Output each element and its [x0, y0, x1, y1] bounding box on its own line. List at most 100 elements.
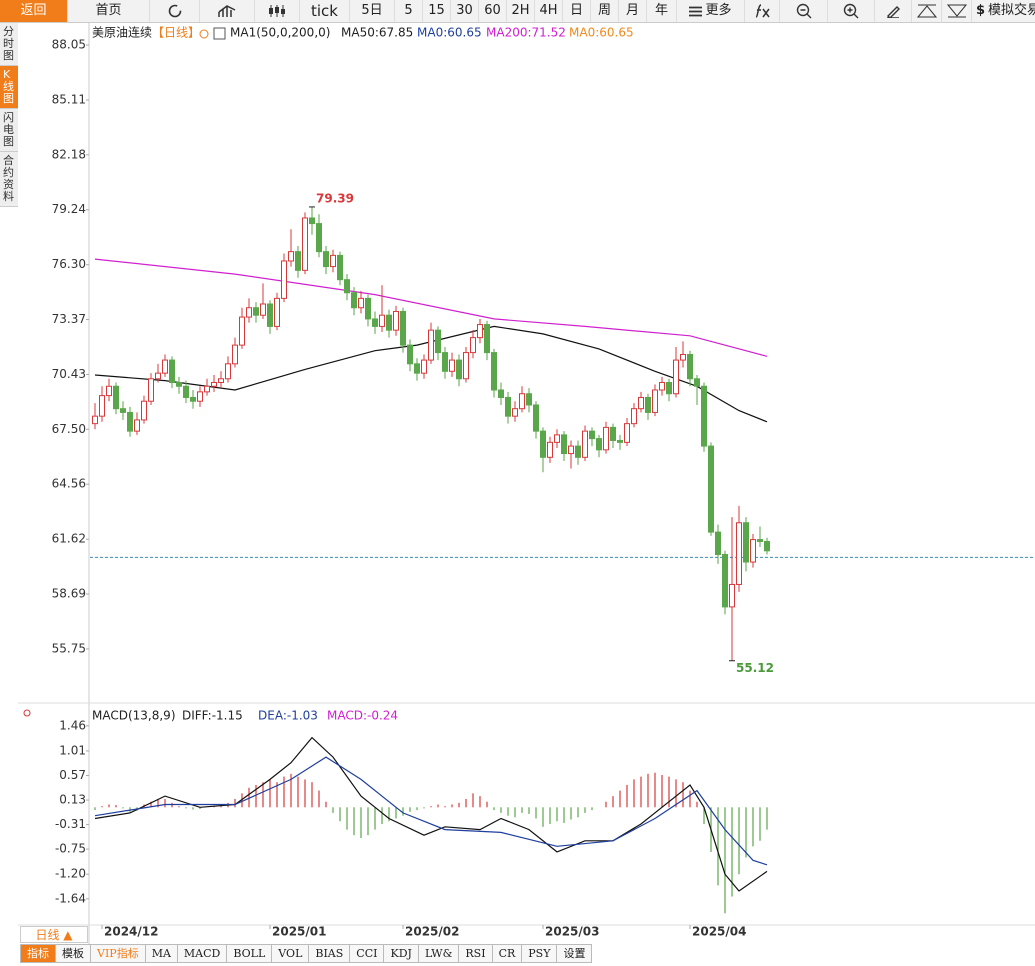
candle-body	[393, 310, 399, 331]
indicator-tab[interactable]: BOLL	[227, 944, 273, 963]
y-tick-label: 73.37	[52, 312, 86, 326]
period-selector[interactable]: 日线 ▲	[20, 926, 88, 943]
period-button[interactable]: 4H	[535, 0, 563, 22]
candle-body	[190, 396, 196, 402]
indicator-button[interactable]	[200, 0, 255, 22]
candle-body	[99, 395, 105, 417]
indicator-tab[interactable]: BIAS	[309, 944, 351, 963]
candle-body	[540, 430, 546, 458]
y-tick-label: 79.24	[52, 202, 86, 216]
period-button[interactable]: 5日	[350, 0, 395, 22]
candle-body	[176, 382, 182, 387]
candle-body	[750, 539, 756, 563]
indicator-tab[interactable]: 指标	[20, 944, 56, 963]
period-label: 4H	[539, 3, 558, 18]
refresh-button[interactable]	[150, 0, 200, 22]
period-label: 年	[654, 3, 668, 18]
zoom-out-button[interactable]	[780, 0, 828, 22]
indicator-tab[interactable]: LW&	[418, 944, 460, 963]
side-tab[interactable]: 合约资料	[0, 152, 18, 207]
indicator-tab[interactable]: PSY	[522, 944, 558, 963]
period-button[interactable]: 周	[591, 0, 619, 22]
period-label: 30	[456, 3, 473, 18]
indicator-tab[interactable]: VIP指标	[91, 944, 146, 963]
down-button[interactable]	[942, 0, 972, 22]
zoom-in-icon	[843, 3, 859, 19]
indicator-tab[interactable]: 模板	[56, 944, 91, 963]
more-button[interactable]: 更多	[677, 0, 745, 22]
period-button[interactable]: 15	[423, 0, 451, 22]
period-button[interactable]: 年	[647, 0, 677, 22]
candle-body	[519, 393, 525, 410]
side-tab[interactable]: K线图	[0, 66, 18, 109]
candle-body	[155, 372, 161, 380]
indicator-tab[interactable]: MA	[145, 944, 178, 963]
indicator-tab[interactable]: CCI	[350, 944, 385, 963]
candle-body	[708, 445, 714, 533]
draw-button[interactable]	[875, 0, 912, 22]
y-tick-label: 70.43	[52, 367, 86, 381]
x-tick-label: 2025/02	[405, 925, 459, 939]
formula-button[interactable]	[745, 0, 780, 22]
period-button[interactable]: 30	[451, 0, 479, 22]
candle-body	[463, 352, 469, 380]
candle-body	[687, 353, 693, 380]
candle-body	[127, 411, 133, 432]
candle-body	[442, 352, 448, 372]
candle-body	[435, 329, 441, 354]
candle-body	[512, 408, 518, 417]
period-button[interactable]: 60	[479, 0, 507, 22]
candle-body	[449, 359, 455, 372]
chart-title: 美原油连续	[92, 25, 152, 40]
side-tab[interactable]: 分时图	[0, 23, 18, 66]
period-button[interactable]: 5	[395, 0, 423, 22]
indicator-tab[interactable]: KDJ	[384, 944, 419, 963]
period-button[interactable]: 日	[563, 0, 591, 22]
period-button[interactable]: 2H	[507, 0, 535, 22]
candle-body	[204, 385, 210, 393]
up-button[interactable]	[912, 0, 942, 22]
ma-icon[interactable]	[213, 27, 226, 40]
down-icon	[946, 4, 967, 18]
period-button[interactable]: 月	[619, 0, 647, 22]
period-label: 日	[569, 3, 583, 18]
sim-trade-button[interactable]: $ 模拟交易	[972, 0, 1035, 22]
candle-body	[547, 441, 553, 458]
period-label: 2H	[511, 3, 530, 18]
home-button[interactable]: 首页	[68, 0, 150, 22]
settings-icon[interactable]	[23, 709, 31, 717]
period-icon[interactable]	[199, 29, 209, 39]
candle-body	[421, 359, 427, 374]
candle-body	[337, 254, 343, 281]
indicator-tab[interactable]: VOL	[272, 944, 310, 963]
y-tick-label: 64.56	[52, 477, 86, 491]
home-label: 首页	[95, 3, 122, 18]
y-tick-label: -1.64	[55, 891, 86, 905]
period-button[interactable]: tick	[300, 0, 350, 22]
candle-body	[183, 385, 189, 398]
toolbar: 返回 首页 tick 5日 5 15 30 60 2H 4H 日 周 月 年 更…	[0, 0, 1035, 23]
candle-body	[92, 415, 98, 425]
zoom-in-button[interactable]	[828, 0, 875, 22]
indicator-tab[interactable]: CR	[492, 944, 523, 963]
candle-body	[365, 297, 371, 320]
candle-body	[498, 389, 504, 398]
x-tick-label: 2025/04	[692, 925, 746, 939]
indicator-tab[interactable]: MACD	[177, 944, 228, 963]
candle-body	[148, 378, 154, 402]
candle-body	[428, 329, 434, 361]
indicator-tab[interactable]: RSI	[459, 944, 493, 963]
indicator-tab[interactable]: 设置	[557, 944, 593, 963]
candle-body	[484, 324, 490, 354]
legend-item: MA200:71.52	[486, 26, 566, 40]
side-tab[interactable]: 闪电图	[0, 109, 18, 152]
candle-body	[533, 404, 539, 432]
candle-body	[407, 344, 413, 365]
candle-body	[624, 423, 630, 443]
back-button[interactable]: 返回	[0, 0, 68, 22]
candle-body	[722, 554, 728, 608]
candle-button[interactable]	[255, 0, 300, 22]
candle-body	[120, 408, 126, 413]
legend-item: MA0:60.65	[417, 26, 482, 40]
period-label: 5日	[361, 3, 383, 18]
